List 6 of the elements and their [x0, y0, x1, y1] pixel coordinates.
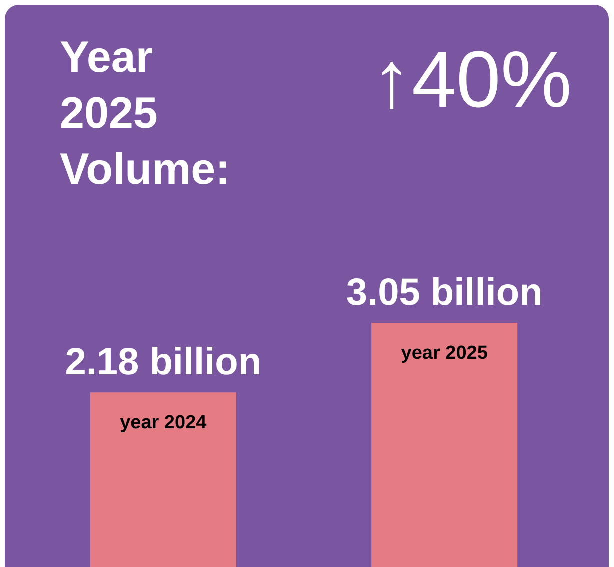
data-label: 2.18 billion [65, 342, 262, 384]
data-label: 3.05 billion [346, 272, 543, 314]
chart-title: Year 2025 Volume: [60, 33, 230, 194]
x-tick-label: year 2025 [401, 343, 488, 364]
x-tick-label: year 2024 [120, 412, 208, 434]
text: ↑40% [372, 35, 572, 124]
